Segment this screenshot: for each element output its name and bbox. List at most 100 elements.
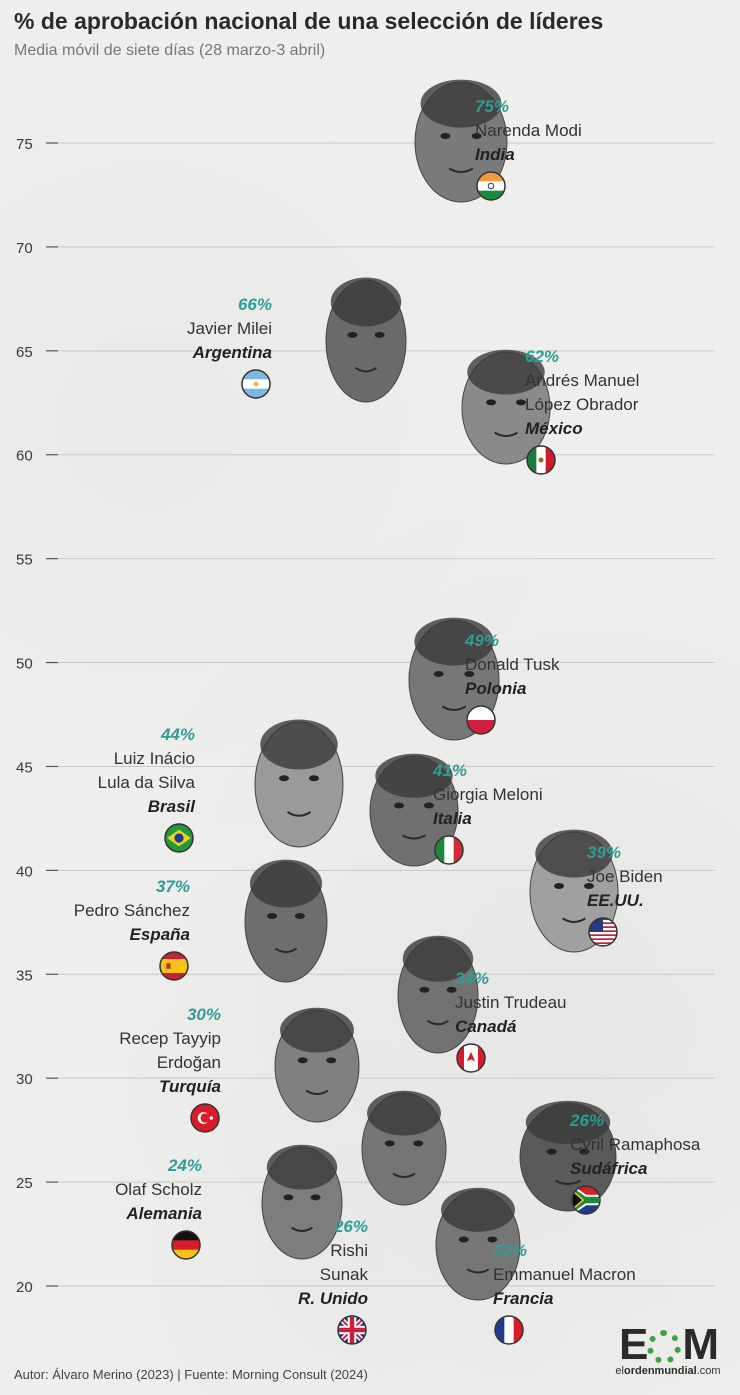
- leader-point: 41% Giorgia Meloni Italia: [369, 753, 543, 867]
- footer-credit: Autor: Álvaro Merino (2023) | Fuente: Mo…: [14, 1367, 368, 1382]
- y-tick-label: 75: [16, 136, 33, 153]
- portrait-eye: [433, 671, 444, 677]
- portrait-eye: [310, 1194, 321, 1201]
- data-label: 62%: [525, 347, 559, 366]
- leader-point: 30% Recep Tayyip Erdoğan Turquía: [119, 1005, 360, 1133]
- portrait-eye: [579, 1148, 590, 1155]
- portrait-eye: [446, 986, 457, 993]
- data-label: 75%: [475, 97, 509, 116]
- country-label: Canadá: [455, 1017, 516, 1036]
- portrait-hair: [414, 617, 494, 666]
- data-label: 34%: [455, 969, 489, 988]
- india-flag-icon: [476, 171, 506, 201]
- portrait-mouth: [287, 811, 311, 817]
- leader-point: 37% Pedro Sánchez España: [74, 859, 328, 983]
- uk-flag-icon: [337, 1315, 367, 1345]
- portrait-eye: [267, 913, 278, 919]
- france-flag-icon: [494, 1315, 524, 1345]
- portrait-mouth: [448, 167, 474, 173]
- portrait-mouth: [562, 917, 586, 923]
- leader-name: Andrés Manuel: [525, 371, 639, 390]
- y-tick-label: 65: [16, 344, 33, 361]
- logo-circle-icon: [647, 1330, 682, 1365]
- leader-name: Sunak: [320, 1265, 369, 1284]
- logo-site-prefix: el: [615, 1365, 624, 1377]
- portrait-eye: [464, 671, 475, 677]
- y-tick-label: 50: [16, 656, 33, 673]
- data-label: 39%: [587, 843, 621, 862]
- portrait-mouth: [392, 1172, 416, 1178]
- portrait-mouth: [441, 705, 467, 711]
- portrait-eye: [423, 802, 434, 809]
- portrait-mouth: [494, 431, 518, 437]
- portrait-hair: [535, 829, 613, 878]
- portrait-hair: [441, 1187, 515, 1232]
- leader-name: Lula da Silva: [98, 773, 196, 792]
- logo-site-suffix: .com: [696, 1365, 721, 1377]
- country-label: India: [475, 145, 515, 164]
- y-tick-label: 30: [16, 1071, 33, 1088]
- y-tick-label: 40: [16, 863, 33, 880]
- logo-letter-m: M: [682, 1320, 719, 1369]
- poland-flag-icon: [466, 705, 496, 735]
- portrait-eye: [419, 986, 430, 993]
- country-label: Italia: [433, 809, 472, 828]
- portrait-eye: [583, 883, 594, 889]
- usa-flag-icon: [588, 917, 618, 947]
- leader-name: Rishi: [330, 1241, 368, 1260]
- portrait-hair: [266, 1144, 338, 1190]
- portrait-eye: [294, 913, 305, 919]
- portrait-eye: [326, 1057, 337, 1064]
- portrait-eye: [374, 331, 385, 338]
- leader-point: 22% Emmanuel Macron Francia: [435, 1187, 636, 1345]
- data-label: 22%: [492, 1241, 527, 1260]
- portrait-eye: [413, 1140, 424, 1147]
- portrait-hair: [280, 1007, 354, 1053]
- leader-name: Luiz Inácio: [114, 749, 195, 768]
- leader-point: 49% Donald Tusk Polonia: [408, 617, 560, 741]
- portrait-mouth: [291, 1226, 313, 1232]
- page-title: % de aprobación nacional de una selecció…: [14, 8, 604, 34]
- leader-point: 66% Javier Milei Argentina: [187, 277, 407, 403]
- italy-flag-icon: [434, 835, 464, 865]
- portrait-hair: [420, 79, 502, 128]
- country-label: Argentina: [192, 343, 272, 362]
- turkey-flag-icon: [190, 1103, 220, 1133]
- portrait-eye: [487, 1236, 498, 1243]
- leader-name: Joe Biden: [587, 867, 663, 886]
- country-label: España: [130, 925, 190, 944]
- leader-name: Giorgia Meloni: [433, 785, 543, 804]
- data-label: 26%: [333, 1217, 368, 1236]
- data-label: 30%: [187, 1005, 221, 1024]
- leader-point: 26% Cyril Ramaphosa Sudáfrica: [519, 1100, 701, 1215]
- portrait-hair: [525, 1100, 611, 1145]
- portrait-eye: [458, 1236, 469, 1243]
- portrait-mouth: [466, 1268, 490, 1274]
- portrait-hair: [249, 859, 323, 908]
- country-label: Francia: [493, 1289, 553, 1308]
- portrait-eye: [297, 1057, 308, 1064]
- country-label: Sudáfrica: [570, 1159, 647, 1178]
- leader-name: Narenda Modi: [475, 121, 582, 140]
- data-label: 66%: [238, 295, 272, 314]
- portrait-hair: [375, 753, 453, 798]
- logo-letter-e: E: [618, 1320, 648, 1369]
- data-label: 49%: [464, 631, 499, 650]
- portrait-mouth: [427, 1019, 449, 1026]
- canada-flag-icon: [456, 1043, 486, 1073]
- leader-point: 34% Justin Trudeau Canadá: [397, 935, 567, 1073]
- spain-flag-icon: [159, 951, 189, 981]
- y-tick-label: 70: [16, 240, 33, 257]
- data-label: 26%: [569, 1111, 604, 1130]
- portrait-eye: [486, 399, 497, 406]
- y-tick-label: 20: [16, 1279, 33, 1296]
- country-label: Brasil: [148, 797, 197, 816]
- south-africa-flag-icon: [571, 1185, 601, 1215]
- page-subtitle: Media móvil de siete días (28 marzo-3 ab…: [14, 42, 326, 59]
- portrait-eye: [384, 1140, 395, 1147]
- portrait-mouth: [355, 367, 377, 373]
- leader-name: Emmanuel Macron: [493, 1265, 636, 1284]
- portrait-hair: [367, 1090, 441, 1136]
